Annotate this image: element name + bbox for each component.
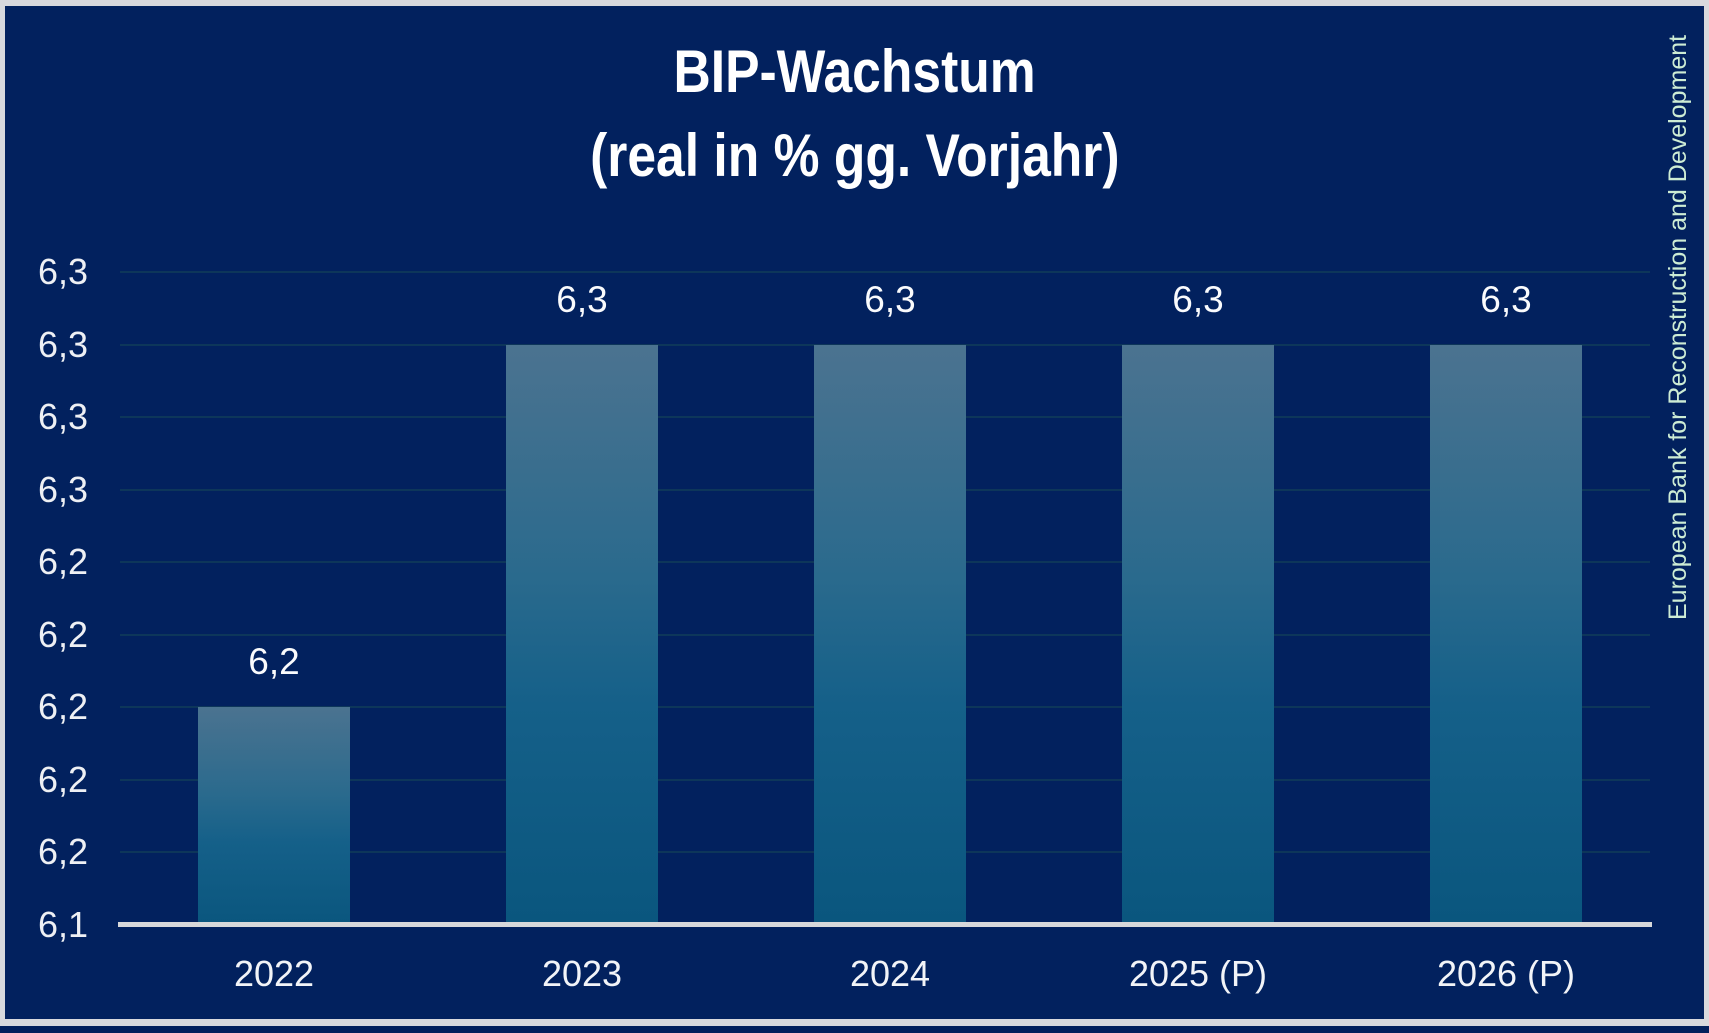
bar-2026P xyxy=(1430,344,1582,925)
chart-title: BIP-Wachstum xyxy=(673,38,1036,105)
bar-2024 xyxy=(814,344,966,925)
x-axis-tick-label: 2024 xyxy=(849,953,931,994)
bar-2022 xyxy=(198,707,350,925)
chart-title-block: BIP-Wachstum (real in % gg. Vorjahr) xyxy=(0,30,1709,198)
y-axis-tick-label: 6,3 xyxy=(37,251,88,292)
y-axis-tick-label: 6,2 xyxy=(37,541,88,583)
y-axis-tick-label: 6,1 xyxy=(37,904,88,945)
bar-2023 xyxy=(506,344,658,925)
y-axis-tick-label: 6,2 xyxy=(37,686,88,728)
x-axis-tick-label: 2025 (P) xyxy=(1128,953,1268,994)
y-axis-tick-label: 6,2 xyxy=(37,758,88,800)
y-gridline xyxy=(120,271,1650,273)
x-axis-tick-label: 2026 (P) xyxy=(1436,953,1576,994)
y-axis-tick-label: 6,3 xyxy=(37,396,88,438)
bar-value-label: 6,3 xyxy=(556,278,608,320)
bar-value-label: 6,3 xyxy=(1172,278,1224,320)
y-axis-tick-label: 6,2 xyxy=(37,613,88,655)
bar-value-label: 6,2 xyxy=(248,641,300,683)
y-axis-tick-label: 6,2 xyxy=(37,831,88,873)
chart-subtitle: (real in % gg. Vorjahr) xyxy=(589,122,1120,189)
x-axis-line xyxy=(118,922,1652,927)
bar-2025P xyxy=(1122,344,1274,925)
bar-value-label: 6,3 xyxy=(1480,278,1532,320)
x-axis-tick-label: 2023 xyxy=(541,953,623,994)
y-axis-tick-label: 6,3 xyxy=(37,468,88,510)
x-axis-tick-label: 2022 xyxy=(233,953,315,994)
y-axis-tick-label: 6,3 xyxy=(37,323,88,365)
bar-value-label: 6,3 xyxy=(864,278,916,320)
